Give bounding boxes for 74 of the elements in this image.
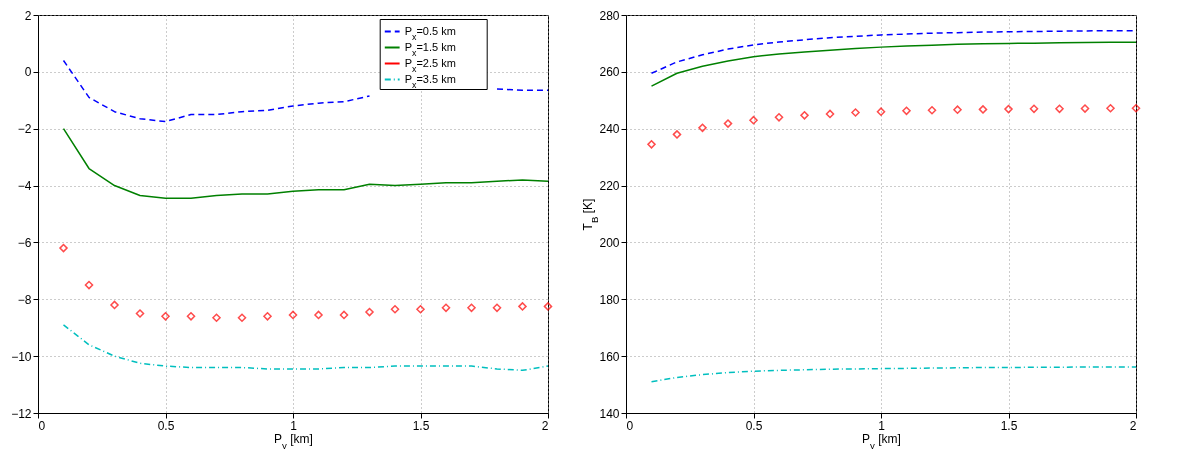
point [237,313,247,323]
point [161,312,170,321]
y-tick-label: 220 [599,179,620,194]
point [390,304,400,314]
point [543,302,553,311]
x-tick-label: 0.5 [157,418,175,433]
point [467,303,476,313]
point [186,312,196,321]
point [518,302,527,311]
point [365,307,374,317]
legend-label: P$_{x}$=2.5 km [404,56,456,74]
legend-label: P$_{x}$=0.5 km [404,24,456,42]
point [263,312,272,321]
y-tick-label: −6 [17,235,32,250]
point [492,303,502,313]
point [441,303,451,313]
point [59,243,68,253]
legend-label: P$_{x}$=3.5 km [404,72,456,90]
point [339,310,349,320]
y-tick-label: 280 [599,8,620,23]
y-tick-label: 0 [24,65,32,80]
point [953,105,962,114]
y-tick-label: 140 [599,406,620,421]
y-tick-label: −2 [17,122,32,137]
y-tick-label: 160 [599,349,620,364]
line-series [62,127,549,200]
point [851,108,860,117]
point [212,313,221,323]
point [1080,104,1090,113]
point [749,115,758,125]
x-tick-label: 1.5 [1000,418,1018,433]
point [1055,104,1064,114]
y-tick-label: 180 [599,292,620,307]
point [1029,104,1039,114]
x-tick-label: 0 [626,418,634,433]
point [84,280,94,290]
line-series [650,41,1137,87]
point [876,107,886,116]
y-tick-label: 200 [599,235,620,250]
point [672,130,682,139]
point [1106,103,1115,113]
point [314,310,323,320]
x-tick-label: 0.5 [745,418,763,433]
y-tick-label: −10 [11,349,32,364]
x-tick-label: 1 [290,418,298,433]
y-tick-label: −8 [17,292,32,307]
x-tick-label: 1.5 [412,418,430,433]
y-tick-label: −12 [11,406,32,421]
point [110,300,119,310]
point [825,109,835,119]
y-tick-label: 2 [24,8,32,23]
point [800,111,809,120]
legend-label: P$_{x}$=1.5 km [404,40,456,58]
x-tick-label: 2 [541,418,549,433]
point [288,310,298,320]
point [1131,103,1141,113]
point [1004,104,1013,114]
point [723,119,733,128]
point [774,113,784,122]
point [135,309,145,318]
x-tick-label: 2 [1129,418,1137,433]
point [416,304,425,314]
y-tick-label: −4 [17,179,32,194]
point [927,105,937,115]
point [902,106,911,116]
line-series [62,324,549,372]
x-tick-label: 0 [38,418,46,433]
point [698,123,707,133]
point [978,105,988,114]
y-tick-label: 260 [599,65,620,80]
x-tick-label: 1 [878,418,886,433]
y-tick-label: 240 [599,122,620,137]
point [647,140,656,149]
line-series [650,366,1137,383]
